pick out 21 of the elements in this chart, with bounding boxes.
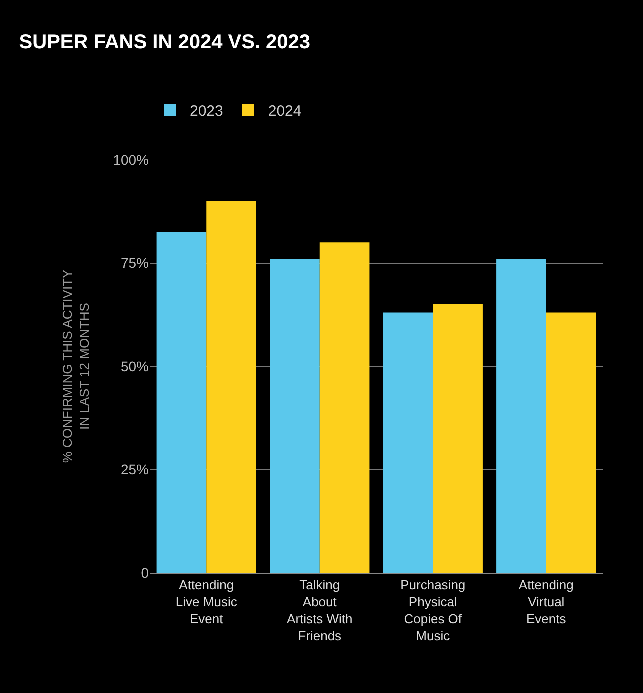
x-tick-label: Attending Live Music Event <box>176 578 238 626</box>
bar <box>433 304 483 573</box>
bar <box>206 201 256 573</box>
x-tick-label: Attending Virtual Events <box>518 578 574 626</box>
y-tick-label: 50% <box>120 358 149 374</box>
y-axis-title: % CONFIRMING THIS ACTIVITY IN LAST 12 MONTHS <box>60 270 92 464</box>
legend-label: 2023 <box>190 103 224 120</box>
legend-label: 2024 <box>268 103 302 120</box>
y-tick-label: 0 <box>141 564 150 581</box>
chart-title: SUPER FANS IN 2024 VS. 2023 <box>19 32 311 54</box>
y-tick-label: 75% <box>120 255 149 272</box>
y-tick-label: 25% <box>120 462 149 478</box>
bar <box>320 242 370 573</box>
bar <box>546 312 596 573</box>
bar <box>496 259 546 573</box>
y-tick-label: 100% <box>113 152 149 168</box>
x-tick-label: Talking About Artists With Friends <box>287 578 353 644</box>
x-tick-label: Purchasing Physical Copies Of Music <box>400 578 466 644</box>
bar <box>270 259 320 573</box>
bar <box>383 312 434 573</box>
bar <box>156 232 207 573</box>
